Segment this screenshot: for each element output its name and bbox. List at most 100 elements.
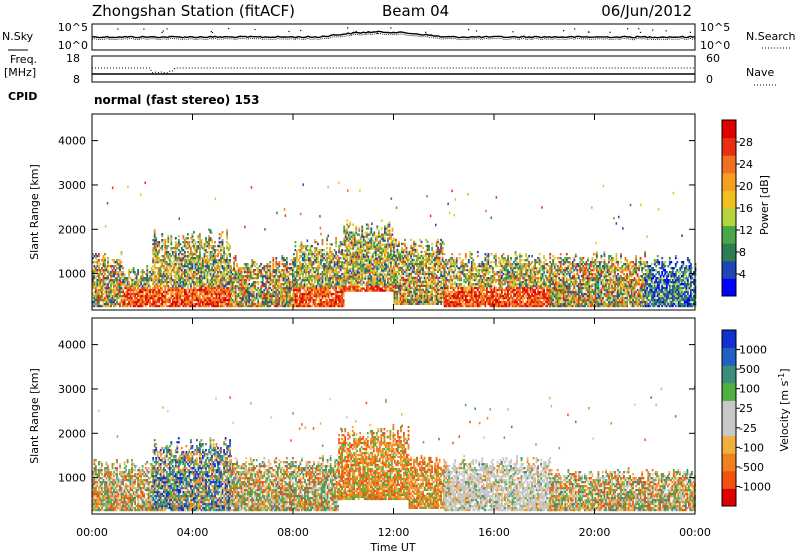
- echo-cell: [123, 284, 126, 288]
- echo-cell: [245, 263, 248, 266]
- echo-cell: [387, 239, 389, 242]
- echo-cell: [128, 271, 131, 274]
- echo-cell: [242, 286, 245, 290]
- echo-cell: [344, 233, 347, 236]
- echo-cell: [352, 275, 355, 278]
- echo-cell: [382, 261, 385, 264]
- echo-cell: [184, 245, 186, 248]
- echo-cell: [223, 255, 226, 258]
- echo-cell: [364, 273, 367, 276]
- echo-cell: [182, 279, 185, 282]
- echo-cell: [336, 304, 339, 308]
- echo-cell: [365, 267, 368, 270]
- echo-cell: [269, 279, 272, 282]
- echo-cell: [246, 283, 249, 286]
- echo-cell: [214, 259, 216, 262]
- echo-cell: [113, 283, 115, 286]
- echo-cell: [355, 257, 358, 260]
- echo-cell: [374, 247, 377, 250]
- echo-cell: [384, 267, 386, 270]
- echo-cell: [162, 304, 165, 308]
- echo-cell: [399, 254, 402, 258]
- echo-cell: [303, 259, 306, 262]
- echo-cell: [261, 294, 264, 298]
- echo-cell: [413, 242, 415, 246]
- echo-cell: [176, 292, 179, 296]
- echo-cell: [234, 302, 237, 306]
- echo-cell: [246, 265, 249, 268]
- echo-cell: [161, 265, 164, 268]
- echo-cell: [395, 238, 397, 242]
- echo-cell: [419, 280, 421, 283]
- echo-cell: [329, 243, 332, 246]
- echo-cell: [317, 304, 319, 308]
- echo-cell: [193, 271, 195, 274]
- echo-cell: [420, 260, 423, 264]
- echo-cell: [341, 241, 344, 244]
- echo-cell: [260, 263, 263, 266]
- echo-cell: [305, 290, 307, 294]
- echo-cell: [368, 247, 371, 250]
- echo-cell: [314, 300, 316, 304]
- echo-cell: [248, 267, 251, 270]
- echo-cell: [147, 296, 150, 300]
- echo-cell: [245, 271, 248, 274]
- echo-cell: [309, 245, 312, 248]
- echo-cell: [158, 298, 161, 302]
- echo-cell: [414, 280, 417, 283]
- echo-cell: [425, 298, 428, 301]
- echo-cell: [168, 277, 171, 280]
- echo-cell: [176, 298, 179, 302]
- echo-cell: [170, 255, 173, 258]
- echo-cell: [303, 283, 306, 286]
- echo-cell: [143, 286, 146, 290]
- echo-cell: [180, 257, 183, 260]
- echo-cell: [96, 261, 99, 264]
- echo-cell: [353, 243, 356, 246]
- echo-cell: [275, 257, 278, 260]
- echo-cell: [294, 241, 297, 244]
- echo-cell: [217, 286, 219, 290]
- echo-cell: [252, 294, 255, 298]
- echo-cell: [377, 233, 380, 236]
- echo-cell: [426, 300, 429, 303]
- echo-cell: [156, 255, 159, 258]
- echo-cell: [336, 296, 339, 300]
- echo-cell: [185, 288, 188, 292]
- echo-cell: [108, 294, 111, 298]
- echo-cell: [371, 255, 374, 258]
- echo-cell: [289, 283, 291, 286]
- echo-cell: [317, 269, 319, 272]
- echo-cell: [150, 302, 153, 306]
- echo-cell: [236, 292, 239, 296]
- echo-cell: [349, 261, 352, 264]
- echo-cell: [199, 304, 201, 308]
- echo-cell: [367, 247, 370, 250]
- echo-cell: [327, 255, 330, 258]
- echo-cell: [237, 284, 240, 288]
- echo-cell: [162, 275, 165, 278]
- echo-cell: [98, 296, 100, 300]
- echo-cell: [286, 271, 288, 274]
- echo-cell: [206, 304, 209, 308]
- echo-cell: [411, 250, 414, 254]
- echo-cell: [353, 257, 356, 260]
- echo-cell: [152, 243, 155, 246]
- echo-cell: [350, 243, 353, 246]
- echo-cell: [317, 294, 319, 298]
- echo-cell: [211, 292, 213, 296]
- echo-cell: [314, 247, 316, 250]
- echo-cell: [264, 298, 267, 302]
- echo-cell: [320, 302, 322, 306]
- echo-cell: [380, 269, 383, 272]
- echo-cell: [323, 292, 326, 296]
- echo-cell: [425, 266, 428, 270]
- echo-cell: [416, 286, 418, 289]
- echo-cell: [221, 279, 224, 282]
- echo-cell: [217, 267, 219, 270]
- echo-cell: [182, 294, 185, 298]
- echo-cell: [194, 290, 197, 294]
- echo-cell: [243, 267, 246, 270]
- echo-cell: [110, 275, 112, 278]
- echo-cell: [165, 267, 168, 270]
